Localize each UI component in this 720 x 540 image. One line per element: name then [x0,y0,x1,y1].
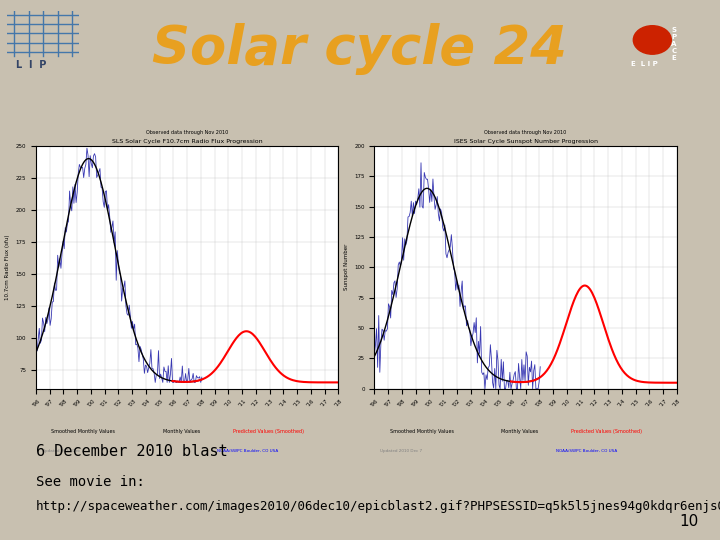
Text: NOAA/SWPC Boulder, CO USA: NOAA/SWPC Boulder, CO USA [217,449,279,453]
Text: Monthly Values: Monthly Values [501,429,539,434]
Text: L  I  P: L I P [16,60,46,70]
Text: See movie in:: See movie in: [36,475,145,489]
Circle shape [634,26,671,54]
Text: http://spaceweather.com/images2010/06dec10/epicblast2.gif?PHPSESSID=q5k5l5jnes94: http://spaceweather.com/images2010/06dec… [36,500,720,514]
Title: ISES Solar Cycle Sunspot Number Progression: ISES Solar Cycle Sunspot Number Progress… [454,139,598,144]
Text: NOAA/SWPC Boulder, CO USA: NOAA/SWPC Boulder, CO USA [556,449,617,453]
Title: SLS Solar Cycle F10.7cm Radio Flux Progression: SLS Solar Cycle F10.7cm Radio Flux Progr… [112,139,263,144]
Text: Observed data through Nov 2010: Observed data through Nov 2010 [146,130,228,134]
Text: Monthly Values: Monthly Values [163,429,200,434]
Text: Predicted Values (Smoothed): Predicted Values (Smoothed) [571,429,642,434]
Text: Observed data through Nov 2010: Observed data through Nov 2010 [485,130,567,134]
Text: Smoothed Monthly Values: Smoothed Monthly Values [390,429,454,434]
Y-axis label: Sunspot Number: Sunspot Number [343,244,348,291]
Text: Updated 2010 Dec 7: Updated 2010 Dec 7 [42,449,84,453]
Y-axis label: 10.7cm Radio Flux (sfu): 10.7cm Radio Flux (sfu) [5,234,10,300]
Text: Smoothed Monthly Values: Smoothed Monthly Values [51,429,115,434]
Text: 10: 10 [679,514,698,529]
Text: E  L I P: E L I P [631,61,657,67]
Text: Solar cycle 24: Solar cycle 24 [153,23,567,75]
Text: Updated 2010 Dec 7: Updated 2010 Dec 7 [380,449,423,453]
Text: 6 December 2010 blast: 6 December 2010 blast [36,444,228,460]
Text: S
P
A
C
E: S P A C E [671,27,677,61]
Text: Predicted Values (Smoothed): Predicted Values (Smoothed) [233,429,304,434]
